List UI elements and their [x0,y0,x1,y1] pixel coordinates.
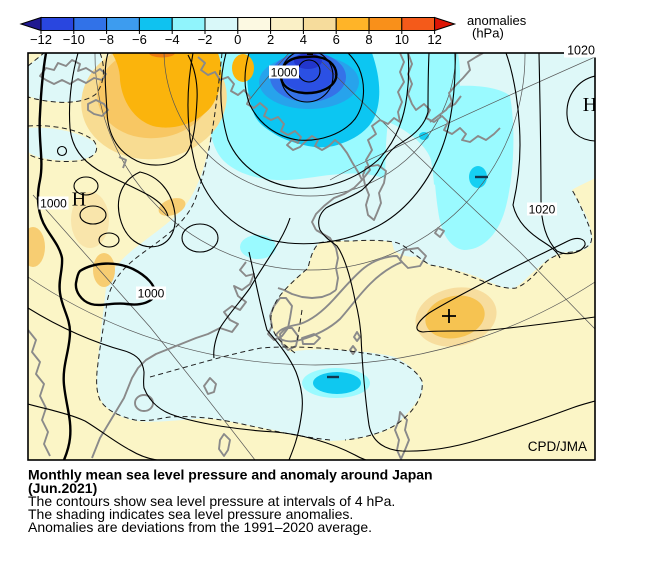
svg-text:1000: 1000 [40,196,67,210]
svg-text:The contours show sea level pr: The contours show sea level pressure at … [28,493,395,509]
svg-text:1000: 1000 [271,65,298,79]
svg-text:−4: −4 [165,32,180,47]
svg-text:−12: −12 [30,32,52,47]
svg-text:1000: 1000 [138,286,165,300]
svg-text:12: 12 [427,32,441,47]
svg-text:−10: −10 [63,32,85,47]
svg-text:1020: 1020 [529,202,556,216]
svg-text:8: 8 [365,32,372,47]
svg-text:4: 4 [300,32,307,47]
svg-text:2: 2 [267,32,274,47]
svg-text:10: 10 [395,32,409,47]
svg-text:(Jun.2021): (Jun.2021) [28,480,97,496]
svg-text:−2: −2 [198,32,213,47]
svg-text:0: 0 [234,32,241,47]
svg-text:anomalies: anomalies [467,13,527,28]
svg-text:−6: −6 [132,32,147,47]
svg-text:1020: 1020 [567,44,595,58]
svg-text:−8: −8 [99,32,114,47]
svg-text:CPD/JMA: CPD/JMA [528,439,587,454]
svg-text:6: 6 [333,32,340,47]
svg-text:The shading indicates sea leve: The shading indicates sea level pressure… [28,506,353,522]
svg-text:H: H [72,189,86,211]
svg-text:(hPa): (hPa) [472,26,504,41]
svg-text:Anomalies are deviations from: Anomalies are deviations from the 1991–2… [28,519,372,535]
svg-text:Monthly mean sea level pressur: Monthly mean sea level pressure and anom… [28,467,433,483]
svg-text:H: H [583,94,597,116]
